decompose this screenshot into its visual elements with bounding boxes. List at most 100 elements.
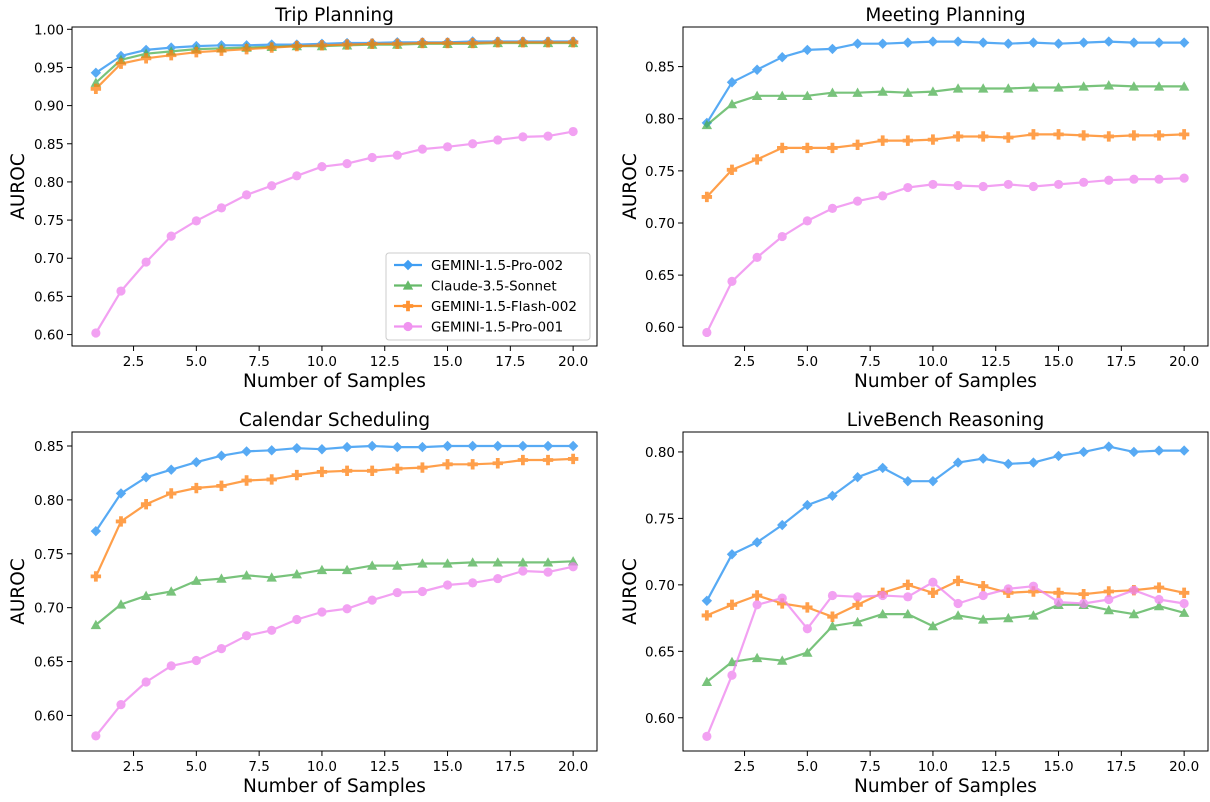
- data-point: [777, 90, 788, 100]
- data-point: [191, 575, 202, 585]
- data-point: [1028, 586, 1039, 597]
- data-point: [852, 616, 863, 627]
- data-point: [517, 454, 529, 466]
- data-point: [216, 203, 227, 213]
- data-point: [877, 38, 888, 49]
- data-point: [852, 139, 863, 151]
- data-point: [1003, 83, 1014, 93]
- data-point: [1079, 598, 1089, 609]
- data-point: [702, 731, 712, 741]
- data-point: [1178, 607, 1190, 617]
- data-point: [517, 557, 529, 567]
- data-point: [1178, 129, 1190, 140]
- series-line: [706, 84, 1185, 126]
- chart-title: Trip Planning: [274, 5, 394, 26]
- chart-panel-2: Meeting Planning 2.5 5.0 7.5 10.0 12.5 15.0 17.…: [620, 5, 1209, 392]
- data-point: [751, 154, 763, 165]
- data-point: [953, 598, 963, 609]
- data-point: [241, 190, 252, 200]
- y-tick-label: 0.85: [645, 60, 675, 76]
- data-point: [292, 171, 302, 181]
- data-point: [1129, 174, 1139, 184]
- series-triangle: [701, 80, 1190, 130]
- data-point: [341, 564, 353, 575]
- y-tick-label: 0.70: [34, 601, 64, 617]
- x-tick-label: 5.0: [797, 354, 818, 370]
- data-point: [1153, 130, 1165, 141]
- data-point: [802, 647, 813, 657]
- data-point: [952, 457, 964, 468]
- data-point: [266, 572, 277, 582]
- data-point: [241, 631, 252, 641]
- data-point: [266, 474, 277, 485]
- data-point: [141, 257, 151, 267]
- data-point: [752, 600, 762, 610]
- data-point: [726, 98, 738, 109]
- data-point: [852, 38, 863, 49]
- data-point: [1179, 173, 1189, 183]
- data-point: [392, 587, 402, 598]
- data-point: [928, 577, 938, 587]
- data-point: [977, 614, 989, 624]
- series-diamond: [90, 440, 579, 537]
- data-point: [701, 119, 713, 130]
- x-tick-label: 17.5: [1106, 759, 1136, 775]
- data-point: [1003, 458, 1014, 470]
- data-point: [567, 37, 579, 48]
- data-point: [1053, 179, 1064, 190]
- data-point: [777, 519, 788, 531]
- x-tick-label: 5.0: [797, 759, 818, 775]
- data-point: [802, 602, 813, 613]
- data-point: [1003, 179, 1013, 190]
- chart-title: Meeting Planning: [865, 5, 1025, 26]
- data-point: [467, 557, 478, 567]
- y-axis-label: AUROC: [8, 153, 29, 220]
- data-point: [1128, 608, 1140, 619]
- series-line: [706, 133, 1185, 198]
- data-point: [317, 607, 327, 617]
- data-point: [292, 614, 302, 625]
- data-point: [827, 43, 838, 55]
- x-tick-label: 17.5: [1106, 354, 1136, 370]
- data-point: [902, 135, 914, 146]
- data-point: [166, 50, 177, 61]
- data-point: [417, 37, 428, 49]
- data-point: [191, 482, 202, 494]
- x-axis-label: Number of Samples: [243, 776, 426, 797]
- data-point: [417, 144, 428, 154]
- legend-item: [394, 280, 422, 290]
- series-plus: [701, 575, 1190, 622]
- data-point: [726, 656, 738, 667]
- data-point: [317, 162, 327, 172]
- y-tick-label: 0.75: [34, 213, 64, 229]
- data-point: [417, 441, 428, 453]
- legend-label: GEMINI-1.5-Pro-002: [431, 258, 563, 274]
- data-point: [392, 560, 403, 570]
- data-point: [140, 472, 152, 483]
- data-point: [752, 252, 762, 262]
- data-point: [1053, 597, 1064, 607]
- data-point: [726, 164, 738, 176]
- data-point: [567, 440, 579, 452]
- data-point: [291, 442, 303, 454]
- legend-swatch-marker: [402, 259, 414, 271]
- data-point: [567, 453, 579, 465]
- x-tick-label: 20.0: [558, 354, 588, 370]
- data-point: [927, 475, 939, 487]
- y-tick-label: 0.75: [34, 547, 64, 563]
- data-point: [1053, 82, 1064, 92]
- data-point: [115, 488, 127, 499]
- series-plus: [90, 37, 579, 95]
- data-point: [1028, 181, 1039, 192]
- x-tick-label: 7.5: [248, 354, 269, 370]
- data-point: [366, 38, 378, 49]
- data-point: [701, 191, 713, 203]
- x-tick-label: 10.0: [307, 759, 337, 775]
- series-plus: [701, 129, 1190, 203]
- data-point: [543, 567, 553, 577]
- data-point: [827, 203, 838, 213]
- data-point: [927, 587, 939, 599]
- data-point: [1078, 446, 1089, 458]
- data-point: [777, 593, 787, 603]
- x-tick-label: 20.0: [1169, 759, 1199, 775]
